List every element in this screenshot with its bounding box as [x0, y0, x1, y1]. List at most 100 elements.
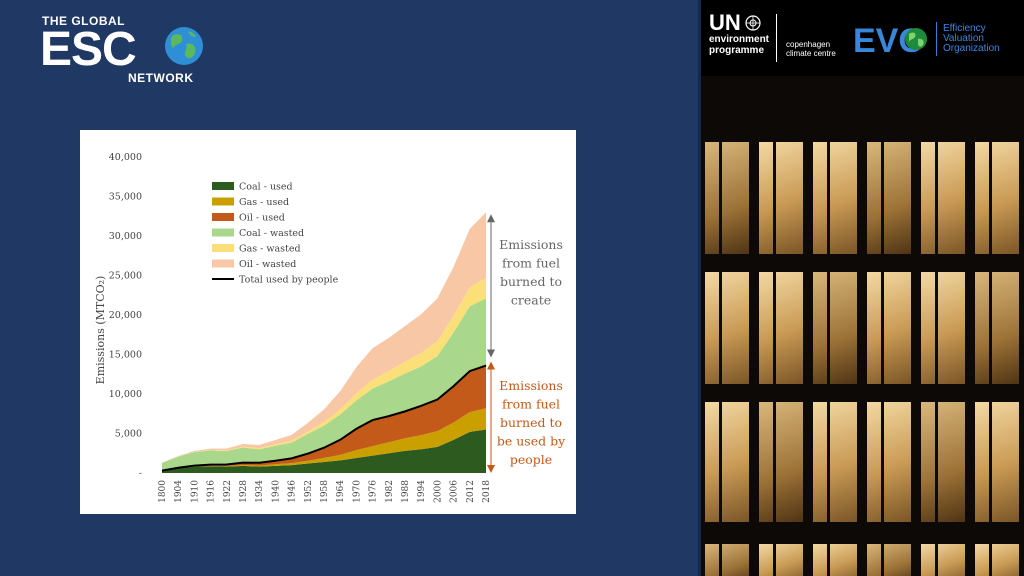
legend-swatch [212, 213, 234, 221]
window-mullion [773, 272, 776, 384]
window-mullion [773, 544, 776, 576]
window-mullion [989, 272, 992, 384]
lit-window [867, 272, 911, 384]
window-mullion [719, 142, 722, 254]
y-tick-label: 20,000 [109, 310, 142, 321]
legend-label: Coal - wasted [239, 228, 304, 239]
lit-window [975, 272, 1019, 384]
legend-swatch [212, 259, 234, 268]
lit-window [975, 402, 1019, 522]
lit-window [975, 142, 1019, 254]
evo-line1: Efficiency [943, 23, 986, 34]
lit-window [759, 402, 803, 522]
lit-window [975, 544, 1019, 576]
lit-window [813, 544, 857, 576]
lit-window [921, 544, 965, 576]
window-mullion [881, 544, 884, 576]
copenhagen-climate-centre-text: copenhagen climate centre [786, 40, 836, 58]
logo-separator [776, 14, 777, 62]
window-mullion [719, 272, 722, 384]
x-tick-label: 2018 [482, 480, 492, 503]
lit-window [759, 272, 803, 384]
legend-swatch [212, 197, 234, 206]
evo-separator [936, 22, 937, 56]
right-photo-panel: UN environment programme copenhagen clim… [701, 0, 1024, 576]
lit-window [921, 142, 965, 254]
area-oil-used [162, 365, 486, 471]
globe-icon [165, 27, 203, 65]
window-mullion [773, 142, 776, 254]
legend-label: Oil - used [239, 213, 285, 224]
x-tick-label: 1940 [271, 480, 281, 503]
y-tick-label: 40,000 [109, 152, 142, 163]
lower-annotation-line: be used by [497, 434, 566, 449]
legend-label: Coal - used [239, 182, 293, 193]
legend-label: Oil - wasted [239, 259, 296, 270]
area-coal-wasted [162, 298, 486, 471]
x-axis-ticks: 1800 1904 1910 1916 1922 1928 1934 1940 1946 1952… [158, 480, 492, 503]
evo-line2: Valuation [943, 33, 984, 44]
lit-window [867, 142, 911, 254]
area-gas-used [162, 408, 486, 471]
evo-logo: EVO [853, 22, 927, 58]
y-axis-ticks: - 5,000 10,000 15,000 20,000 25,000 30,000 35,0… [109, 152, 142, 479]
un-emblem-icon [745, 15, 761, 31]
lit-window [813, 272, 857, 384]
window-mullion [719, 402, 722, 522]
lit-window [759, 544, 803, 576]
lower-annotation-line: from fuel [502, 397, 560, 412]
lit-window [759, 142, 803, 254]
x-tick-label: 1922 [223, 480, 233, 503]
upper-annotation-line: burned to [500, 274, 562, 289]
lit-window [921, 402, 965, 522]
window-mullion [827, 402, 830, 522]
window-mullion [881, 402, 884, 522]
window-mullion [827, 272, 830, 384]
window-mullion [935, 402, 938, 522]
y-tick-label: 35,000 [109, 192, 142, 203]
lower-annotation-line: Emissions [499, 378, 563, 393]
logo-esc-text: ESC [40, 23, 137, 76]
lit-window [705, 142, 749, 254]
lit-window [867, 402, 911, 522]
un-line2: programme [709, 45, 765, 56]
evo-line3: Organization [943, 43, 1000, 54]
lit-window [705, 402, 749, 522]
lit-window [921, 272, 965, 384]
x-tick-label: 2006 [450, 480, 460, 503]
emissions-chart: - 5,000 10,000 15,000 20,000 25,000 30,000 35,0… [80, 130, 576, 514]
x-tick-label: 1800 [158, 480, 168, 503]
legend-label: Gas - wasted [239, 244, 301, 255]
x-tick-label: 1946 [288, 480, 298, 503]
x-tick-label: 1964 [336, 480, 346, 503]
window-mullion [827, 544, 830, 576]
area-coal-used [162, 429, 486, 473]
x-tick-label: 1994 [417, 480, 427, 503]
x-tick-label: 2012 [466, 480, 476, 503]
window-mullion [989, 402, 992, 522]
cph-line1: copenhagen [786, 40, 831, 49]
upper-annotation-line: create [511, 293, 551, 308]
x-tick-label: 1976 [369, 480, 379, 503]
partner-logo-bar: UN environment programme copenhagen clim… [701, 0, 1024, 76]
upper-annotation-line: from fuel [502, 256, 560, 271]
x-tick-label: 1910 [190, 480, 200, 503]
y-tick-label: - [139, 468, 142, 479]
window-mullion [719, 544, 722, 576]
legend-swatch [212, 244, 234, 252]
legend-label: Gas - used [239, 197, 289, 208]
window-mullion [935, 272, 938, 384]
x-tick-label: 1958 [320, 480, 330, 503]
logo-line3: NETWORK [128, 71, 194, 85]
x-tick-label: 1928 [239, 480, 249, 503]
window-mullion [827, 142, 830, 254]
un-line1: environment [709, 34, 770, 45]
emissions-chart-svg: - 5,000 10,000 15,000 20,000 25,000 30,000 35,0… [94, 152, 566, 503]
cph-line2: climate centre [786, 49, 836, 58]
y-tick-label: 25,000 [109, 271, 142, 282]
y-tick-label: 5,000 [115, 429, 142, 440]
x-tick-label: 1982 [385, 480, 395, 503]
area-oil-wasted [162, 212, 486, 463]
window-mullion [881, 272, 884, 384]
line-total-used-by-people [161, 364, 487, 472]
